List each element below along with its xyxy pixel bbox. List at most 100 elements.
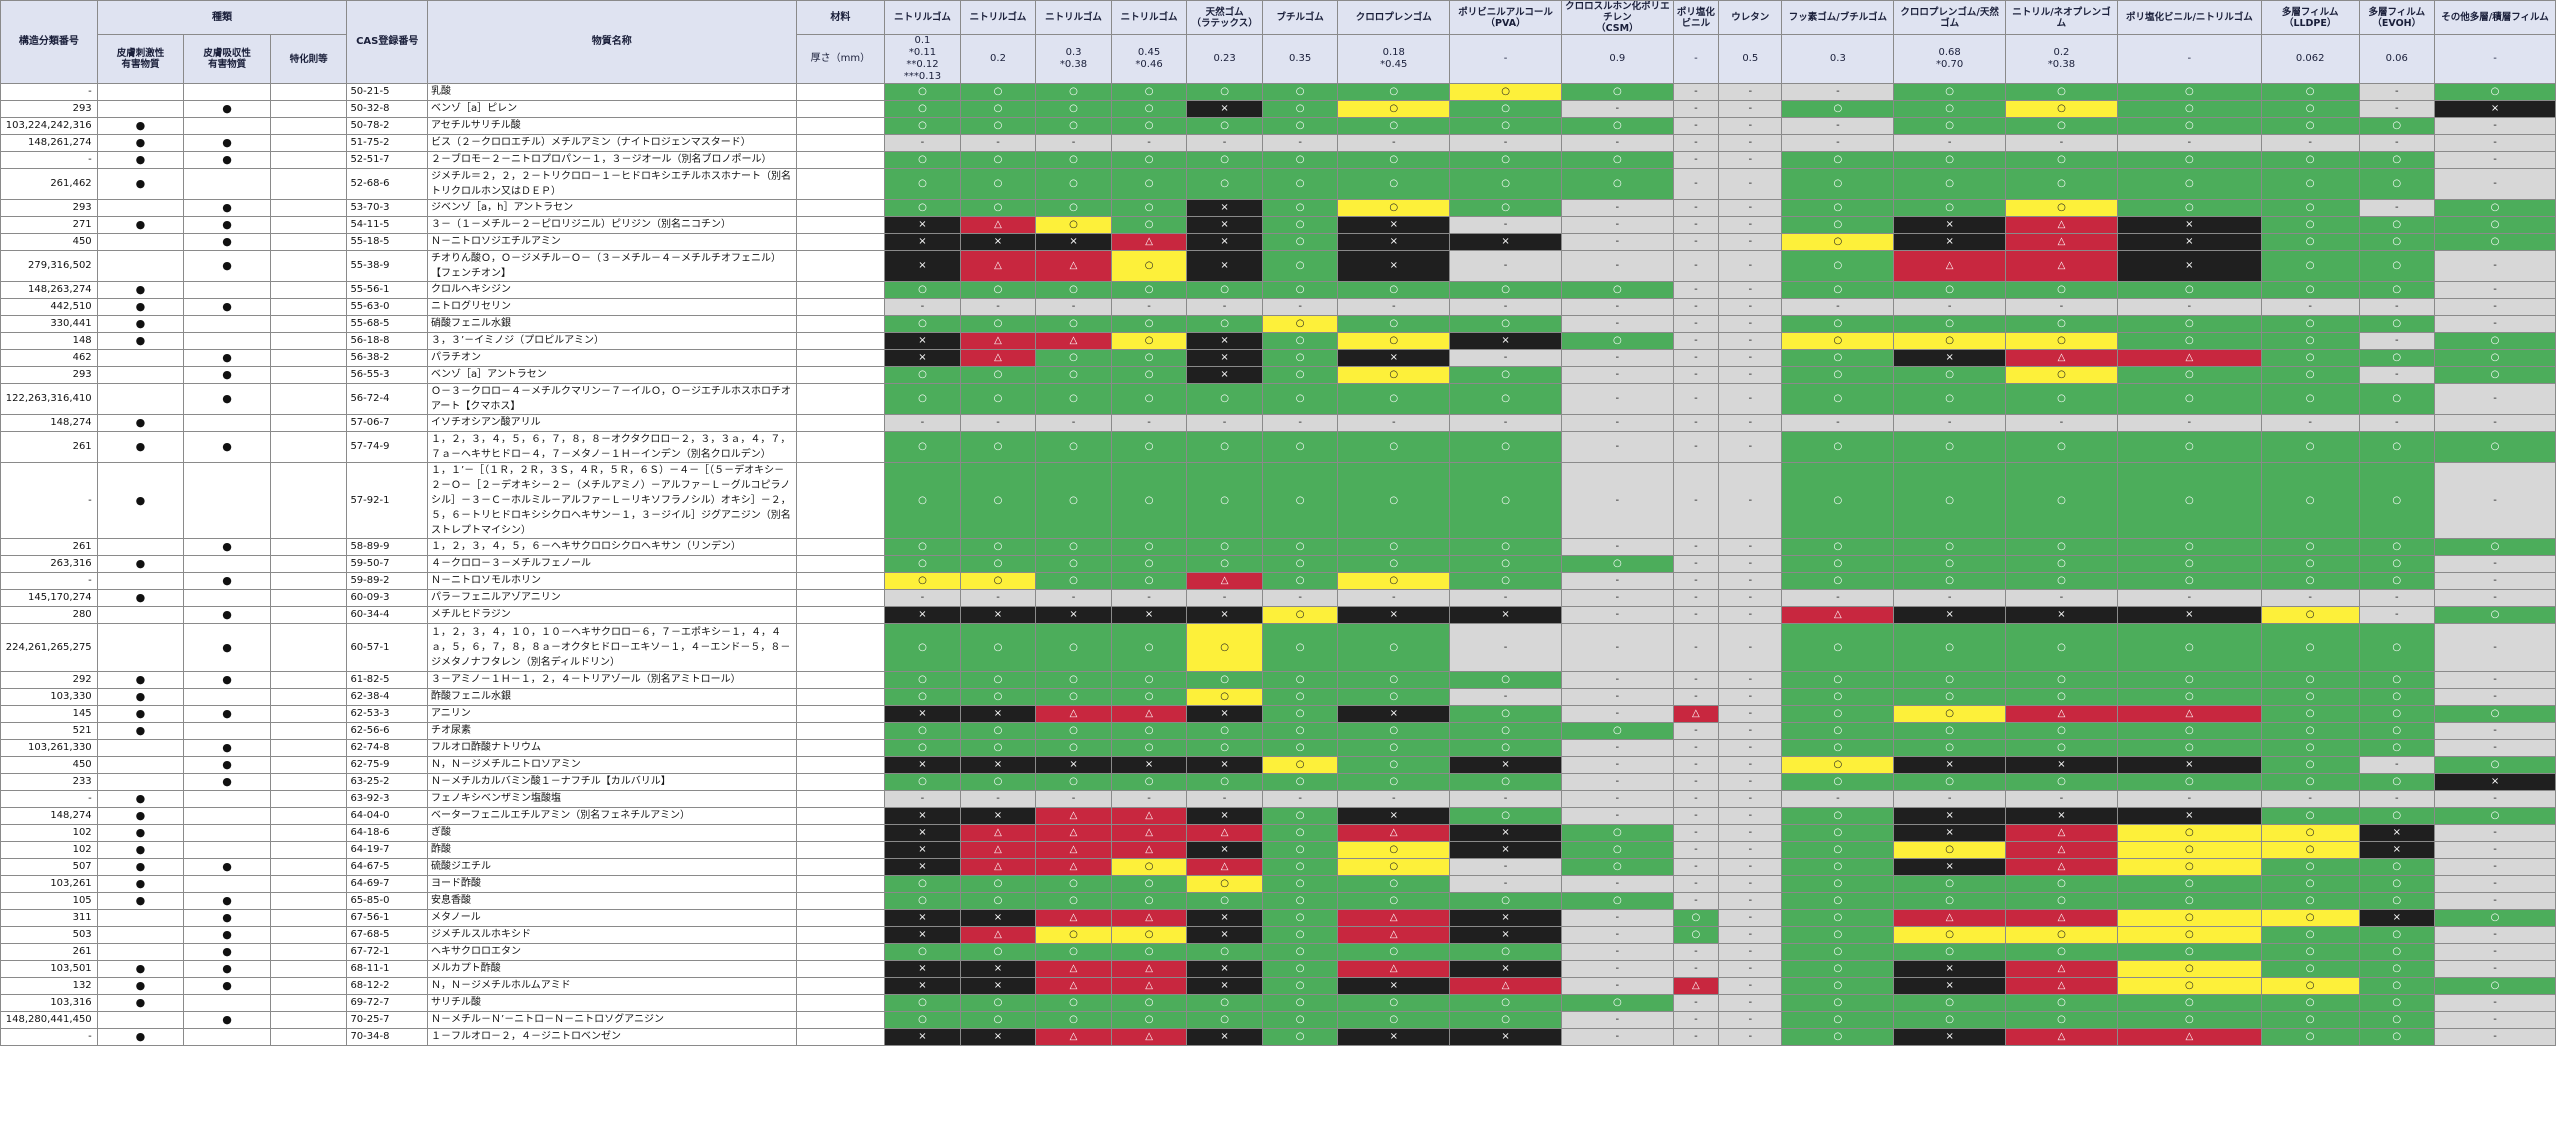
rating-cell: - — [1718, 892, 1783, 910]
rating-cell: - — [1449, 623, 1562, 672]
rating-cell: × — [1035, 756, 1112, 774]
rating-cell: × — [1186, 216, 1263, 234]
substance-cell: ３，３’－イミノジ（プロピルアミン） — [427, 332, 797, 350]
cas-cell: 70-34-8 — [346, 1028, 428, 1046]
rating-cell: × — [1186, 199, 1263, 217]
thickness-value: - — [2116, 34, 2262, 84]
structure-no-cell: 148,261,274 — [0, 134, 98, 152]
substance-cell: メタノール — [427, 909, 797, 927]
special-cell — [269, 134, 348, 152]
rating-cell: ○ — [2358, 151, 2436, 169]
rating-cell: ○ — [2116, 960, 2262, 978]
rating-cell: ○ — [1110, 773, 1188, 791]
rating-cell: ○ — [1781, 926, 1895, 944]
thickness-spacer-cell — [795, 943, 886, 961]
rating-cell: △ — [1186, 572, 1263, 590]
rating-cell: ○ — [1337, 875, 1451, 893]
material-name: ポリビニルアルコール （PVA） — [1449, 0, 1562, 35]
rating-cell: ○ — [1110, 688, 1188, 706]
rating-cell: ○ — [2116, 926, 2262, 944]
skin-absorbent-cell: ● — [183, 233, 271, 251]
rating-cell: - — [1672, 790, 1720, 808]
rating-cell: × — [1186, 909, 1263, 927]
rating-cell: - — [1672, 892, 1720, 910]
special-cell — [269, 349, 348, 367]
rating-cell: ○ — [2260, 168, 2360, 200]
rating-cell: △ — [2005, 909, 2118, 927]
structure-no-cell: 148,280,441,450 — [0, 1011, 98, 1029]
rating-cell: - — [1560, 366, 1674, 384]
skin-irritant-cell — [96, 572, 185, 590]
rating-cell: ○ — [2434, 705, 2556, 723]
rating-cell: ○ — [1110, 199, 1188, 217]
rating-cell: ○ — [1560, 168, 1674, 200]
rating-cell: ○ — [1781, 909, 1895, 927]
rating-cell: ○ — [1893, 383, 2007, 415]
skin-absorbent-cell: ● — [183, 960, 271, 978]
rating-cell: ○ — [2260, 281, 2360, 299]
structure-no-cell: - — [0, 151, 98, 169]
rating-cell: △ — [1337, 824, 1451, 842]
skin-absorbent-cell: ● — [183, 199, 271, 217]
rating-cell: ○ — [1035, 572, 1112, 590]
rating-cell: - — [1718, 705, 1783, 723]
skin-absorbent-cell: ● — [183, 100, 271, 118]
rating-cell: ○ — [1261, 875, 1339, 893]
substance-cell: フェノキシベンザミン塩酸塩 — [427, 790, 797, 808]
rating-cell: ○ — [1893, 722, 2007, 740]
cas-cell: 57-06-7 — [346, 414, 428, 432]
table-row: 462 ● 56-38-2 パラチオン × △ ○ ○ × ○ × - - - - ○ × △ △ ○ ○ ○ — [0, 349, 2556, 367]
rating-cell: - — [1718, 790, 1783, 808]
special-cell — [269, 756, 348, 774]
rating-cell: ○ — [1186, 623, 1263, 672]
rating-cell: - — [1672, 100, 1720, 118]
rating-cell: × — [1186, 250, 1263, 282]
rating-cell: - — [1672, 606, 1720, 624]
rating-cell: ○ — [1261, 168, 1339, 200]
skin-absorbent-cell — [183, 807, 271, 825]
rating-cell: ○ — [1110, 1011, 1188, 1029]
rating-cell: ○ — [2116, 462, 2262, 539]
skin-absorbent-cell — [183, 841, 271, 859]
rating-cell: ○ — [1449, 773, 1562, 791]
substance-cell: １，２，３，４，５，６，７，８，８－オクタクロロ－２，３，３ａ，４，７，７ａ－ヘ… — [427, 431, 797, 463]
rating-cell: ○ — [2005, 100, 2118, 118]
rating-cell: ○ — [1035, 773, 1112, 791]
skin-irritant-cell: ● — [96, 688, 185, 706]
rating-cell: ○ — [1781, 199, 1895, 217]
rating-cell: - — [1718, 960, 1783, 978]
rating-cell: - — [1718, 117, 1783, 135]
rating-cell: - — [1449, 216, 1562, 234]
rating-cell: - — [1672, 688, 1720, 706]
rating-cell: △ — [2005, 705, 2118, 723]
structure-no-cell: 261 — [0, 538, 98, 556]
rating-cell: ○ — [1261, 943, 1339, 961]
rating-cell: - — [1261, 589, 1339, 607]
rating-cell: ○ — [2260, 366, 2360, 384]
rating-cell: × — [1186, 807, 1263, 825]
rating-cell: - — [1718, 688, 1783, 706]
skin-irritant-cell — [96, 83, 185, 101]
rating-cell: × — [1186, 705, 1263, 723]
rating-cell: ○ — [2260, 623, 2360, 672]
rating-cell: ○ — [1337, 858, 1451, 876]
substance-cell: パラチオン — [427, 349, 797, 367]
rating-cell: ○ — [2005, 875, 2118, 893]
rating-cell: - — [1672, 431, 1720, 463]
rating-cell: △ — [1186, 824, 1263, 842]
rating-cell: ○ — [1261, 824, 1339, 842]
special-cell — [269, 858, 348, 876]
skin-irritant-cell — [96, 250, 185, 282]
rating-cell: ○ — [1337, 332, 1451, 350]
rating-cell: - — [1672, 315, 1720, 333]
rating-cell: △ — [1337, 960, 1451, 978]
rating-cell: △ — [1110, 807, 1188, 825]
resistance-table: 構造分類番号 種類 CAS登録番号 物質名称 材料 ニトリルゴム ニトリルゴム … — [0, 0, 2556, 1046]
rating-cell: ○ — [1893, 462, 2007, 539]
table-row: 293 ● 53-70-3 ジベンゾ［a，h］アントラセン ○ ○ ○ ○ × ○ ○ ○ - - - ○ ○ ○… — [0, 199, 2556, 217]
cas-cell: 55-18-5 — [346, 233, 428, 251]
rating-cell: ○ — [2116, 383, 2262, 415]
skin-irritant-cell — [96, 739, 185, 757]
rating-cell: ○ — [1781, 538, 1895, 556]
